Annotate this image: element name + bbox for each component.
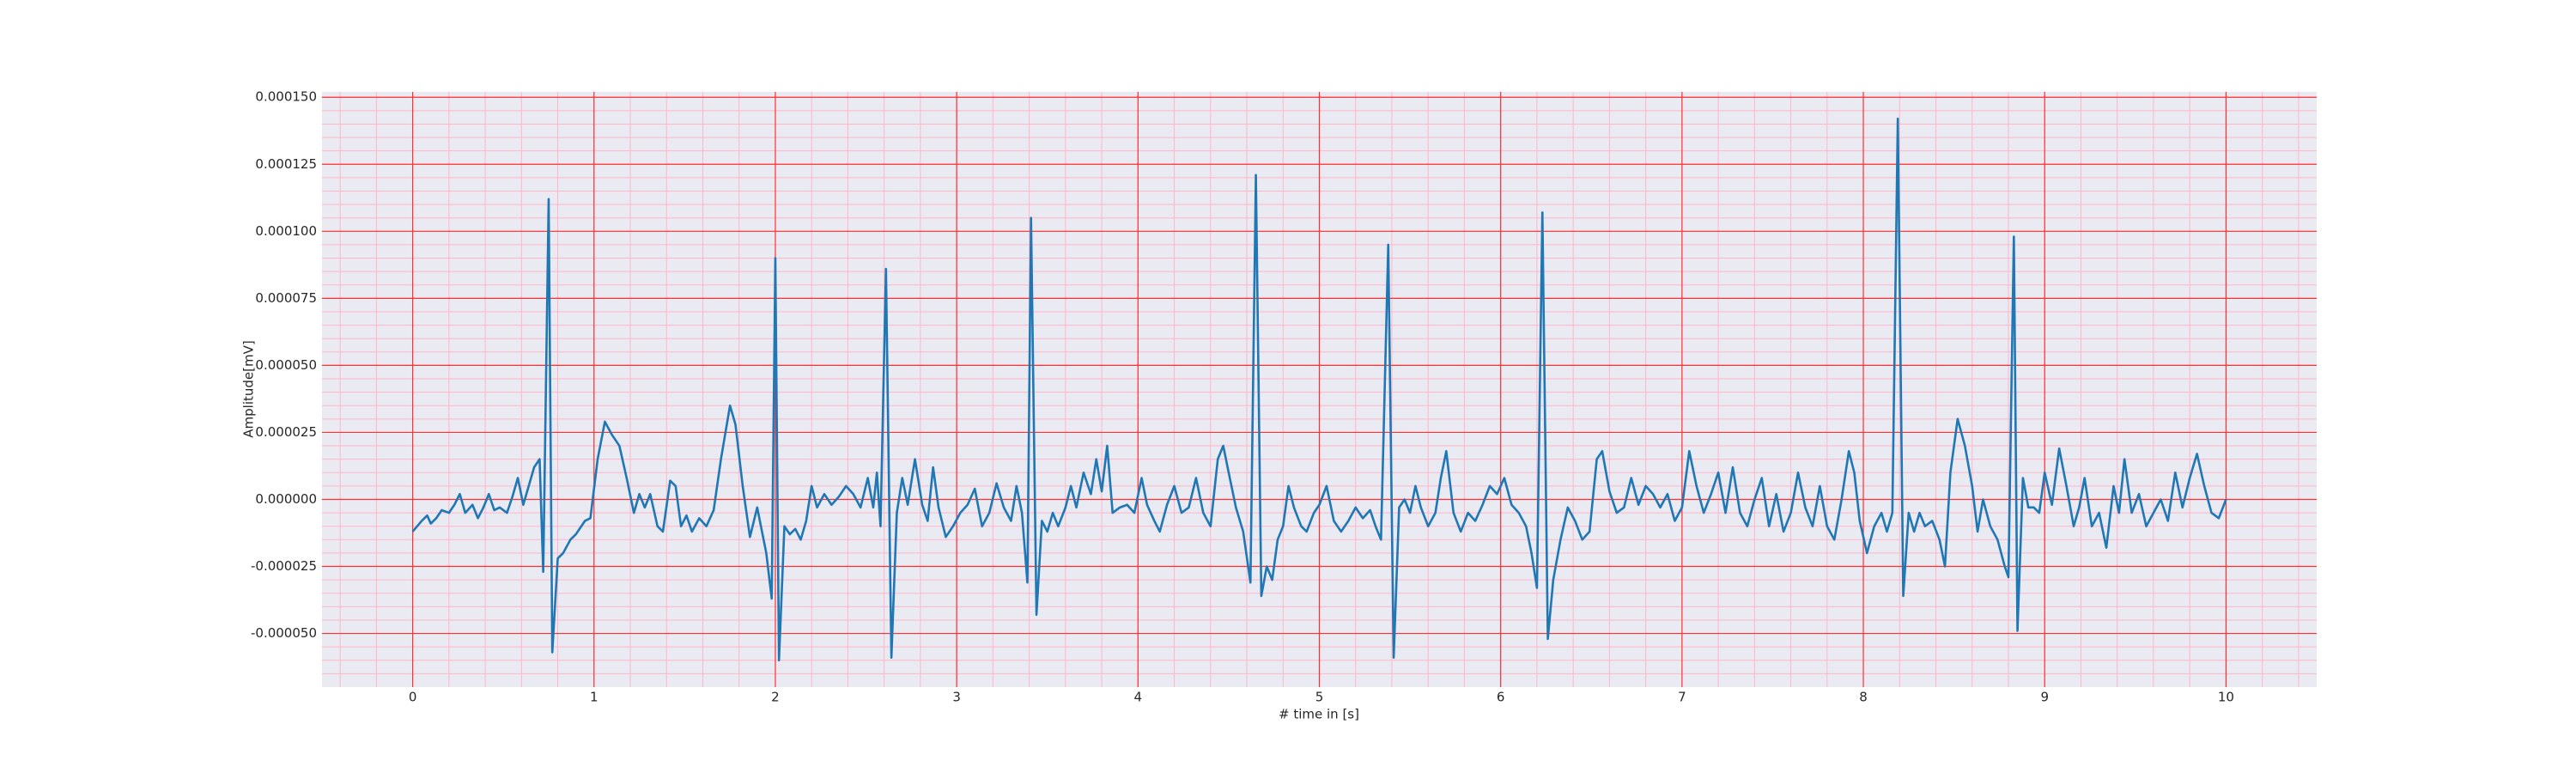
signal-line: [411, 117, 2227, 662]
y-tick-label: 0.000150: [255, 89, 317, 105]
x-tick-label: 3: [952, 690, 961, 705]
x-tick-label: 1: [590, 690, 598, 705]
x-axis-label: # time in [s]: [1279, 707, 1359, 722]
y-tick-label: 0.000075: [255, 290, 317, 306]
x-tick-label: 9: [2040, 690, 2049, 705]
x-tick-label: 10: [2218, 690, 2234, 705]
x-tick-label: 7: [1678, 690, 1686, 705]
x-tick-label: 5: [1315, 690, 1324, 705]
y-tick-label: 0.000025: [255, 424, 317, 440]
y-tick-label: -0.000025: [251, 558, 317, 574]
x-tick-label: 4: [1134, 690, 1143, 705]
y-tick-label: 0.000050: [255, 357, 317, 373]
x-tick-label: 2: [771, 690, 780, 705]
y-tick-label: 0.000125: [255, 156, 317, 172]
x-tick-label: 0: [409, 690, 417, 705]
y-tick-label: 0.000100: [255, 223, 317, 239]
y-tick-label: -0.000050: [251, 625, 317, 641]
x-tick-label: 8: [1859, 690, 1868, 705]
y-tick-label: 0.000000: [255, 491, 317, 507]
x-tick-label: 6: [1497, 690, 1505, 705]
y-axis-label: Amplitude[mV]: [241, 340, 257, 437]
